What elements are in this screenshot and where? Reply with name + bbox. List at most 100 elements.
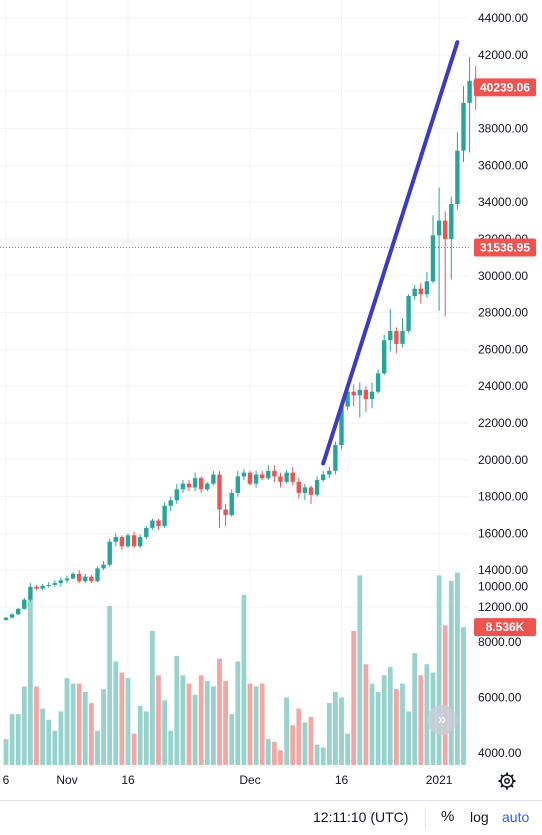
time-tick-label: 2021 (426, 773, 453, 787)
candle (424, 272, 430, 298)
volume-bar (326, 703, 332, 765)
candle (113, 533, 118, 547)
candle-body (247, 472, 253, 484)
candle-body (375, 373, 381, 392)
candle (449, 196, 454, 280)
volume-bar (314, 744, 320, 765)
candle-body (260, 474, 265, 479)
volume-bar (131, 733, 137, 765)
candle-body (436, 220, 442, 236)
volume-bar (217, 658, 222, 765)
candle (388, 308, 393, 352)
gear-icon[interactable] (497, 771, 517, 791)
candle-body (339, 406, 344, 446)
volume-bar (363, 664, 369, 765)
candle (119, 535, 125, 550)
candle (52, 580, 57, 587)
log-scale-toggle[interactable]: log (470, 809, 489, 825)
candle (241, 469, 247, 481)
price-axis[interactable]: 12000.00 14000.00 16000.00 18000.00 20000.00… (478, 11, 528, 614)
candle-body (278, 476, 283, 482)
price-tick-label: 26000.00 (478, 342, 528, 356)
candle (144, 526, 149, 539)
candle-body (58, 580, 64, 584)
volume-bar (302, 722, 308, 765)
price-chart[interactable]: 12000.00 14000.00 16000.00 18000.00 20000.00… (0, 0, 542, 800)
candle-body (131, 535, 137, 547)
candle-body (28, 586, 33, 600)
candle (375, 369, 381, 394)
volume-bar (253, 686, 259, 765)
candle (83, 573, 88, 584)
volume-bar (21, 686, 27, 765)
time-tick-label: 16 (335, 773, 349, 787)
candle-body (388, 331, 393, 341)
time-tick-label: 16 (121, 773, 135, 787)
candle (95, 566, 100, 583)
time-tick-label: Nov (56, 773, 77, 787)
percent-scale-toggle[interactable]: % (441, 808, 455, 825)
candle-body (205, 483, 210, 490)
trend-line (321, 40, 460, 466)
last-volume-label: 8.536K (474, 618, 536, 637)
candle-body (77, 573, 82, 582)
volume-bar (418, 675, 424, 765)
candle-body (302, 487, 308, 493)
candle-body (235, 476, 240, 493)
volume-bar (143, 711, 149, 765)
volume-bar (3, 739, 9, 765)
volume-bar (89, 703, 94, 765)
volume-bar (186, 683, 192, 765)
candle (156, 518, 161, 530)
candle (412, 285, 417, 300)
volume-bar (9, 714, 15, 765)
volume-bar (272, 741, 277, 765)
candle-body (229, 492, 234, 515)
volume-tick-label: 10000.00 (478, 580, 528, 594)
candle-body (449, 204, 454, 239)
utc-clock[interactable]: 12:11:10 (UTC) (313, 809, 409, 825)
volume-bar (198, 675, 204, 765)
candle-body (156, 520, 161, 527)
volume-bar (76, 683, 82, 765)
auto-scale-toggle[interactable]: auto (502, 809, 530, 825)
volume-bar (247, 683, 253, 765)
last-price-label-text: 40239.06 (480, 80, 530, 94)
volume-tick-label: 4000.00 (478, 746, 522, 760)
candle-body (241, 472, 247, 477)
candle (199, 476, 204, 493)
candle-body (430, 235, 436, 282)
candle-body (113, 537, 118, 542)
volume-bar (125, 678, 131, 765)
candle-body (144, 527, 149, 538)
candle-body (400, 331, 405, 344)
candle (186, 480, 192, 492)
candle-body (363, 389, 369, 400)
last-volume-label-text: 8.536K (486, 620, 525, 634)
volume-bar (284, 697, 289, 765)
candle-body (424, 281, 430, 295)
candle (229, 489, 234, 517)
candle (89, 574, 94, 584)
scroll-to-realtime-button[interactable]: » (427, 705, 457, 735)
volume-bar (345, 733, 350, 765)
candle-body (64, 578, 70, 581)
candle-body (351, 391, 356, 396)
candle (22, 597, 27, 610)
candle-body (266, 470, 271, 479)
candle (290, 467, 295, 486)
candle-body (89, 576, 94, 582)
candle (107, 538, 112, 567)
candle-body (125, 535, 131, 547)
volume-bar (339, 697, 344, 765)
time-axis[interactable]: 6 Nov 16 Dec 16 2021 (3, 773, 453, 787)
candle-body (394, 331, 399, 344)
candle (308, 485, 314, 504)
candle (192, 472, 198, 492)
volume-bar (180, 675, 186, 765)
candle-body (186, 483, 192, 488)
volume-bar (137, 705, 143, 765)
volume-bar (387, 666, 393, 765)
toolbar-divider (425, 807, 426, 829)
candle (205, 481, 210, 492)
